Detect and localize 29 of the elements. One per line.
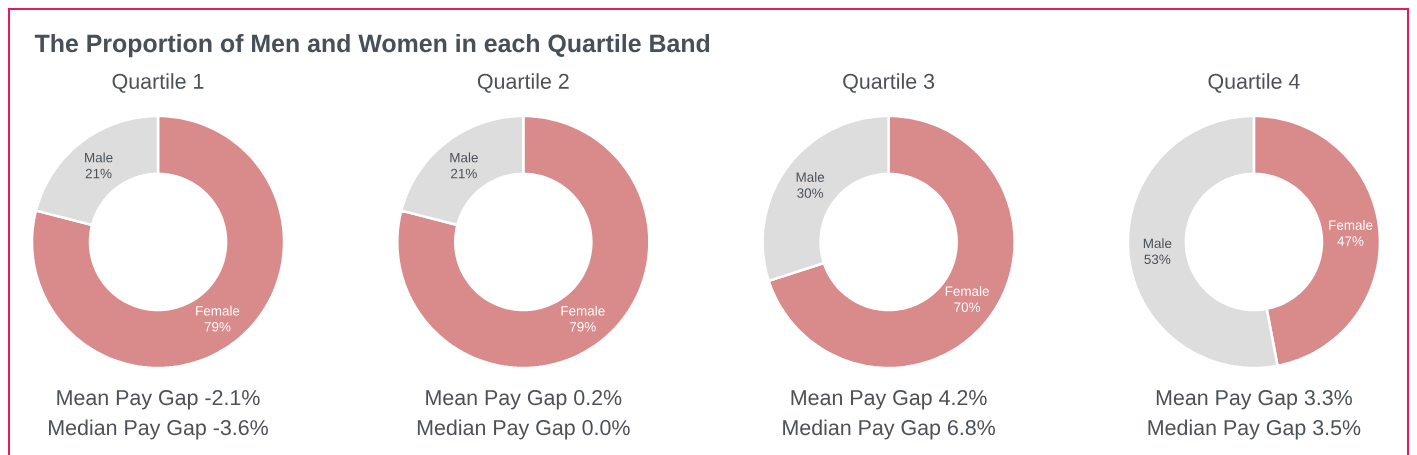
data-label: 79% [570,322,596,332]
data-label: 53% [1144,254,1171,265]
text: Mean Pay Gap 3.3% [1156,390,1352,410]
chart-title: Quartile 3 [843,73,935,93]
slice-label: Male [796,172,825,182]
data-label: 47% [1337,236,1364,246]
text: Median Pay Gap 6.8% [783,419,995,440]
chart-title: Quartile 4 [1208,73,1300,93]
data-label: 30% [797,188,824,198]
data-label: 21% [85,168,112,179]
slice-label: Male [1143,238,1172,249]
text: Median Pay Gap 3.5% [1148,419,1361,440]
data-label: 70% [954,302,981,312]
text: Median Pay Gap -3.6% [49,419,268,440]
chart-title: Quartile 2 [477,73,569,93]
text: Mean Pay Gap -2.1% [57,390,260,410]
data-label: 79% [204,322,231,332]
data-label: 21% [451,168,477,179]
slice-label: Female [561,305,605,316]
slice-label: Male [450,152,478,163]
slice-label: Male [85,152,113,163]
text: Mean Pay Gap 0.2% [426,390,622,410]
text: The Proportion of Men and Women in each Quartile Band [34,33,710,58]
text: Mean Pay Gap 4.2% [791,390,987,410]
slice-label: Female [945,286,989,296]
slice-label: Female [196,305,240,316]
chart-title: Quartile 1 [112,73,204,93]
slice-label: Female [1329,219,1373,230]
text: Median Pay Gap 0.0% [417,419,630,440]
